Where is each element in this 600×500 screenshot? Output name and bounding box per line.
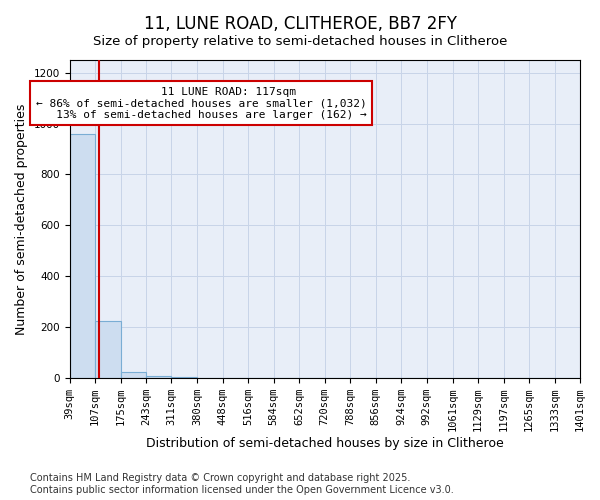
Text: 11 LUNE ROAD: 117sqm
← 86% of semi-detached houses are smaller (1,032)
   13% of: 11 LUNE ROAD: 117sqm ← 86% of semi-detac… <box>36 86 367 120</box>
X-axis label: Distribution of semi-detached houses by size in Clitheroe: Distribution of semi-detached houses by … <box>146 437 503 450</box>
Y-axis label: Number of semi-detached properties: Number of semi-detached properties <box>15 104 28 334</box>
Bar <box>172 377 197 378</box>
Bar <box>70 134 95 378</box>
Text: 11, LUNE ROAD, CLITHEROE, BB7 2FY: 11, LUNE ROAD, CLITHEROE, BB7 2FY <box>143 15 457 33</box>
Text: Contains HM Land Registry data © Crown copyright and database right 2025.
Contai: Contains HM Land Registry data © Crown c… <box>30 474 454 495</box>
Bar <box>121 372 146 378</box>
Text: Size of property relative to semi-detached houses in Clitheroe: Size of property relative to semi-detach… <box>93 35 507 48</box>
Bar <box>146 376 172 378</box>
Bar <box>95 320 121 378</box>
